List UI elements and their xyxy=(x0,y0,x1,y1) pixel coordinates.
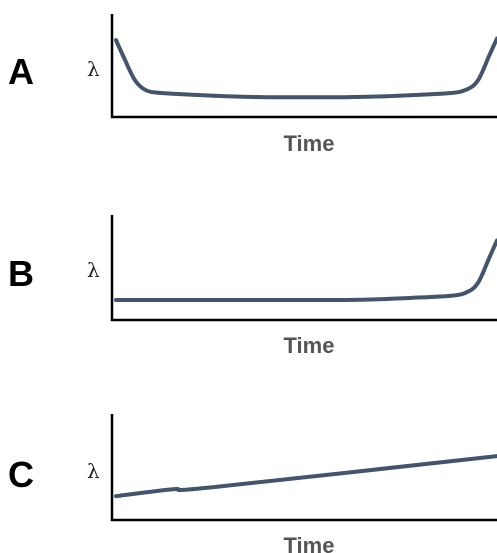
panel-a: A λ Time xyxy=(8,14,497,156)
y-axis-label: λ xyxy=(87,57,100,81)
series-line xyxy=(114,36,497,100)
x-axis-label: Time xyxy=(284,333,335,358)
panel-b: B λ Time xyxy=(8,215,497,358)
x-axis-label: Time xyxy=(284,533,335,553)
y-axis-label: λ xyxy=(87,258,100,282)
y-axis-label: λ xyxy=(87,459,100,483)
panel-label: B xyxy=(8,253,34,294)
axes xyxy=(110,14,497,119)
series-line xyxy=(114,454,497,499)
x-axis-label: Time xyxy=(284,131,335,156)
panel-label: C xyxy=(8,454,34,495)
series-line xyxy=(114,238,497,303)
panel-label: A xyxy=(8,51,34,92)
axes xyxy=(110,215,497,322)
panel-c: C λ Time xyxy=(8,414,497,553)
axes xyxy=(110,414,497,522)
